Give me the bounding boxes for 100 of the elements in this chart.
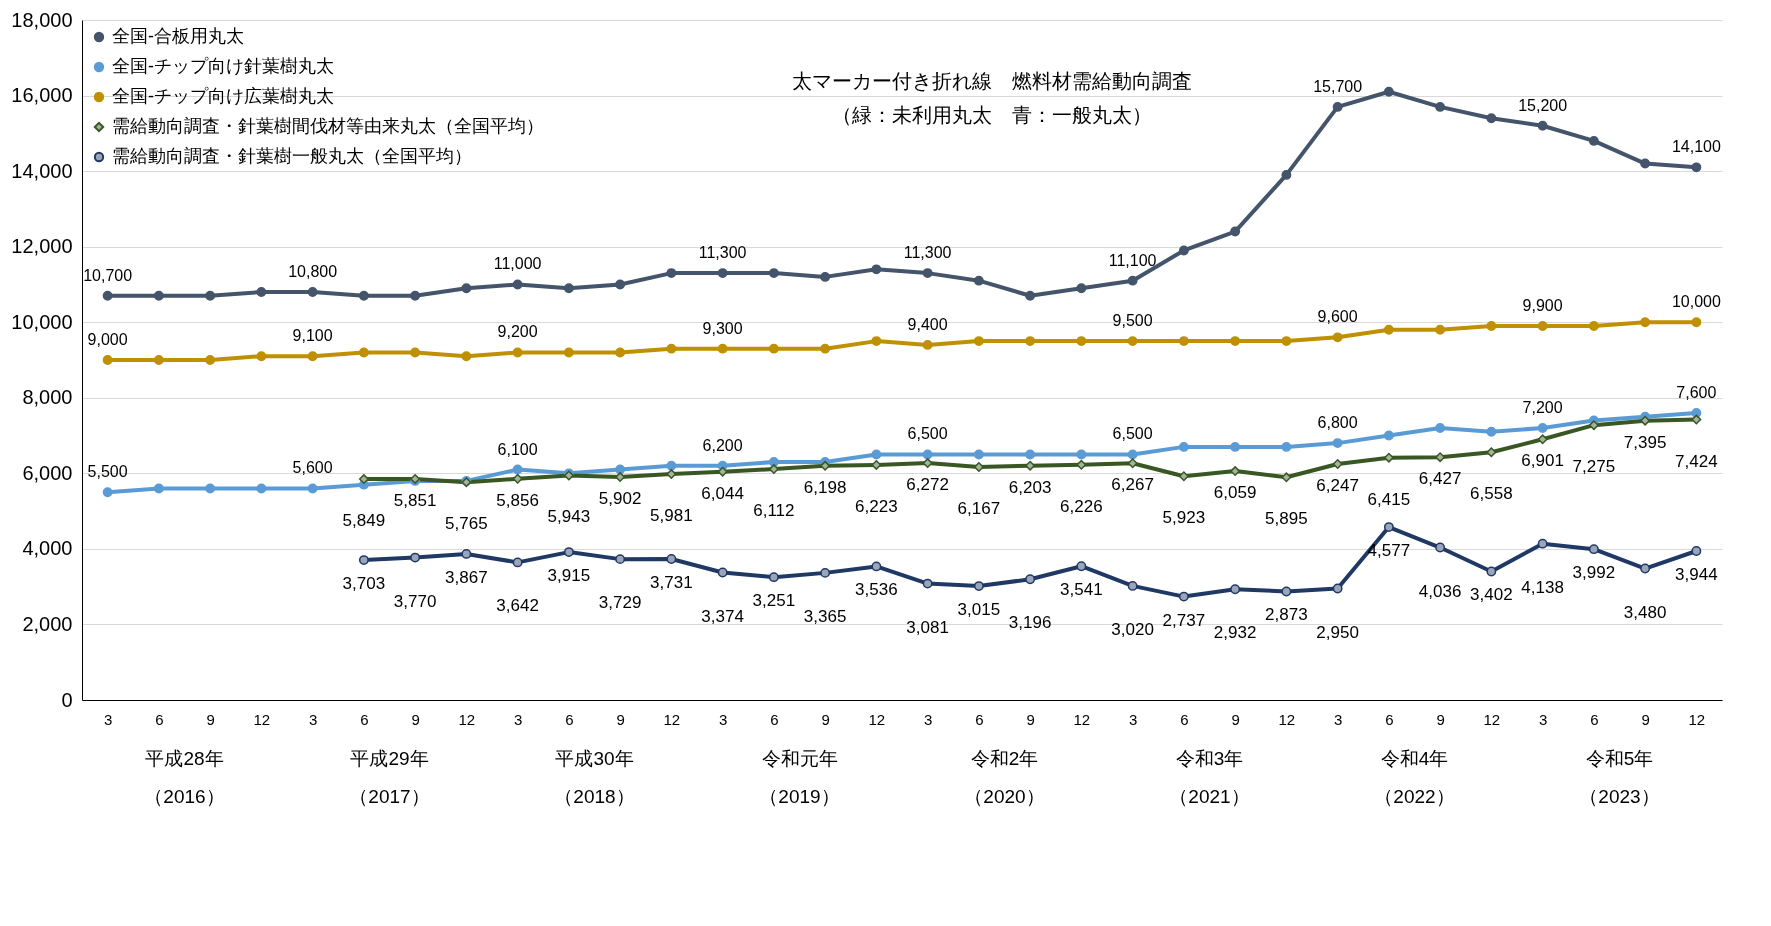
data-label: 14,100 xyxy=(1671,138,1721,156)
annotation: 太マーカー付き折れ線 燃料材需給動向調査 xyxy=(792,70,1193,92)
point xyxy=(410,552,421,563)
point xyxy=(1691,317,1702,328)
point xyxy=(512,557,523,568)
y-tick-label: 12,000 xyxy=(11,235,73,258)
point xyxy=(1537,434,1548,445)
point xyxy=(1640,415,1651,426)
text: 令和元年（2019） xyxy=(759,748,840,807)
point xyxy=(1383,430,1394,441)
y-tick-label: 10,000 xyxy=(11,310,73,333)
point xyxy=(717,567,728,578)
annotation: （緑：未利用丸太 青：一般丸太） xyxy=(832,104,1153,126)
data-label: 6,226 xyxy=(1060,496,1103,516)
x-tick-label: 9 xyxy=(1026,710,1035,728)
x-tick-label: 3 xyxy=(718,710,728,728)
data-label: 9,600 xyxy=(1317,308,1358,326)
point xyxy=(717,268,728,279)
point xyxy=(205,290,216,301)
data-label: 3,731 xyxy=(650,573,693,593)
data-label: 2,737 xyxy=(1162,610,1206,630)
y-tick-label: 8,000 xyxy=(22,386,73,409)
point xyxy=(1486,447,1497,458)
point xyxy=(1640,158,1651,169)
x-tick-label: 9 xyxy=(616,710,625,728)
data-label: 11,300 xyxy=(698,244,747,262)
point xyxy=(102,290,113,301)
y-tick-label: 2,000 xyxy=(22,612,73,635)
data-label: 3,944 xyxy=(1675,565,1718,584)
point xyxy=(922,578,933,589)
point xyxy=(153,355,164,365)
x-tick-label: 12 xyxy=(1278,710,1296,728)
point xyxy=(153,483,164,494)
data-label: 6,558 xyxy=(1470,484,1513,504)
x-tick-label: 3 xyxy=(103,710,113,728)
x-tick-label: 12 xyxy=(1483,710,1501,728)
data-label: 3,642 xyxy=(496,596,539,616)
point xyxy=(1178,245,1189,256)
point xyxy=(1178,336,1189,347)
legend-label: 需給動向調査・針葉樹間伐材等由来丸太（全国平均） xyxy=(112,116,544,136)
point xyxy=(1332,101,1343,112)
text: 令和3年（2021） xyxy=(1169,748,1250,807)
data-label: 9,200 xyxy=(497,323,538,341)
data-label: 6,223 xyxy=(855,496,898,516)
data-label: 3,020 xyxy=(1111,619,1154,639)
data-label: 10,700 xyxy=(83,266,133,284)
y-tick-label: 18,000 xyxy=(11,8,73,31)
point xyxy=(307,483,318,494)
point xyxy=(1435,324,1446,335)
y-tick-label: 14,000 xyxy=(11,159,73,182)
data-label: 3,374 xyxy=(701,606,744,626)
point xyxy=(1127,580,1138,591)
point xyxy=(205,483,216,494)
point xyxy=(1640,563,1651,574)
data-label: 9,400 xyxy=(907,315,948,333)
point xyxy=(666,343,677,354)
point xyxy=(1537,120,1548,131)
point xyxy=(358,347,369,358)
point xyxy=(1281,472,1292,483)
x-tick-label: 6 xyxy=(565,710,574,728)
data-label: 7,424 xyxy=(1675,451,1718,471)
point xyxy=(1588,135,1599,146)
x-tick-label: 3 xyxy=(1333,710,1343,728)
data-label: 6,200 xyxy=(702,436,743,454)
x-tick-label: 12 xyxy=(868,710,886,728)
point xyxy=(1332,438,1343,449)
point xyxy=(666,469,677,479)
point xyxy=(102,355,113,365)
point xyxy=(615,347,626,358)
point xyxy=(307,351,318,362)
point xyxy=(768,343,779,354)
point xyxy=(1435,423,1446,433)
data-label: 6,267 xyxy=(1111,475,1154,495)
data-label: 2,950 xyxy=(1316,622,1359,642)
point xyxy=(563,347,574,358)
x-tick-label: 12 xyxy=(458,710,476,728)
point xyxy=(1691,162,1702,173)
data-label: 9,100 xyxy=(292,327,333,345)
point xyxy=(973,581,984,592)
data-label: 15,700 xyxy=(1313,77,1363,95)
data-label: 6,100 xyxy=(497,440,538,458)
point xyxy=(1486,321,1497,331)
point xyxy=(1230,226,1241,237)
data-label: 6,247 xyxy=(1316,476,1359,495)
point xyxy=(1025,336,1036,347)
point xyxy=(973,449,984,460)
point xyxy=(1025,449,1036,460)
point xyxy=(1640,317,1651,328)
data-label: 6,044 xyxy=(701,483,744,503)
data-label: 3,770 xyxy=(393,591,437,611)
data-label: 6,500 xyxy=(907,425,948,443)
data-label: 9,300 xyxy=(702,319,743,337)
point xyxy=(563,283,574,294)
point xyxy=(256,287,267,297)
point xyxy=(1486,113,1497,124)
point xyxy=(512,464,523,475)
point xyxy=(1127,449,1138,460)
x-tick-label: 6 xyxy=(975,710,984,728)
data-label: 2,932 xyxy=(1213,623,1257,643)
point xyxy=(1383,452,1394,463)
